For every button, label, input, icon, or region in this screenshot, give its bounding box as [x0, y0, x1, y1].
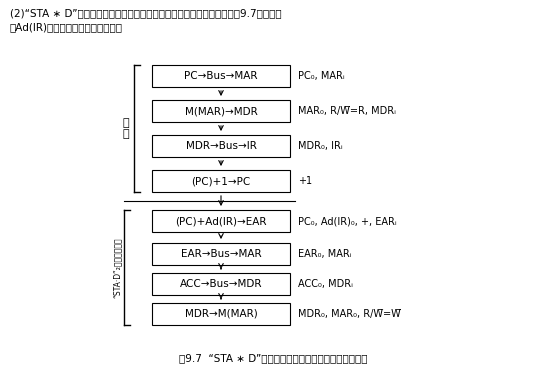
Text: PC→Bus→MAR: PC→Bus→MAR	[184, 71, 258, 81]
Text: (2)“STA ∗ D”指令取指周期和执行周期的信息流程及相应的控制信号如图9.7所示，图: (2)“STA ∗ D”指令取指周期和执行周期的信息流程及相应的控制信号如图9.…	[10, 8, 282, 18]
Text: (PC)+1→PC: (PC)+1→PC	[192, 176, 251, 186]
Text: MDR→Bus→IR: MDR→Bus→IR	[186, 141, 257, 151]
Bar	[152, 273, 290, 295]
Text: MAR₀, R/W̅=R, MDRᵢ: MAR₀, R/W̅=R, MDRᵢ	[298, 106, 396, 116]
Text: M(MAR)→MDR: M(MAR)→MDR	[185, 106, 257, 116]
Text: MDR₀, MAR₀, R/W̅=W̅: MDR₀, MAR₀, R/W̅=W̅	[298, 309, 401, 319]
Bar	[152, 65, 290, 87]
Text: “STA·D”₂指令执行周期: “STA·D”₂指令执行周期	[112, 237, 122, 298]
Text: ACC₀, MDRᵢ: ACC₀, MDRᵢ	[298, 279, 353, 289]
Text: 取
指: 取 指	[123, 118, 129, 139]
Text: MDR→M(MAR): MDR→M(MAR)	[185, 309, 257, 319]
Bar	[152, 100, 290, 122]
Text: ACC→Bus→MDR: ACC→Bus→MDR	[180, 279, 262, 289]
Bar	[152, 210, 290, 232]
Text: MDR₀, IRᵢ: MDR₀, IRᵢ	[298, 141, 343, 151]
Text: EAR→Bus→MAR: EAR→Bus→MAR	[181, 249, 262, 259]
Bar	[152, 170, 290, 192]
Bar	[152, 303, 290, 325]
Bar	[152, 135, 290, 157]
Text: 图9.7  “STA ∗ D”指令周期的信息流程及相应的控制信号: 图9.7 “STA ∗ D”指令周期的信息流程及相应的控制信号	[179, 353, 367, 363]
Text: EAR₀, MARᵢ: EAR₀, MARᵢ	[298, 249, 352, 259]
Text: (PC)+Ad(IR)→EAR: (PC)+Ad(IR)→EAR	[175, 216, 267, 226]
Bar	[152, 243, 290, 265]
Text: +1: +1	[298, 176, 312, 186]
Text: PC₀, MARᵢ: PC₀, MARᵢ	[298, 71, 345, 81]
Text: PC₀, Ad(IR)₀, +, EARᵢ: PC₀, Ad(IR)₀, +, EARᵢ	[298, 216, 397, 226]
Text: 中Ad(IR)为相对位移量的机器代码。: 中Ad(IR)为相对位移量的机器代码。	[10, 22, 123, 32]
